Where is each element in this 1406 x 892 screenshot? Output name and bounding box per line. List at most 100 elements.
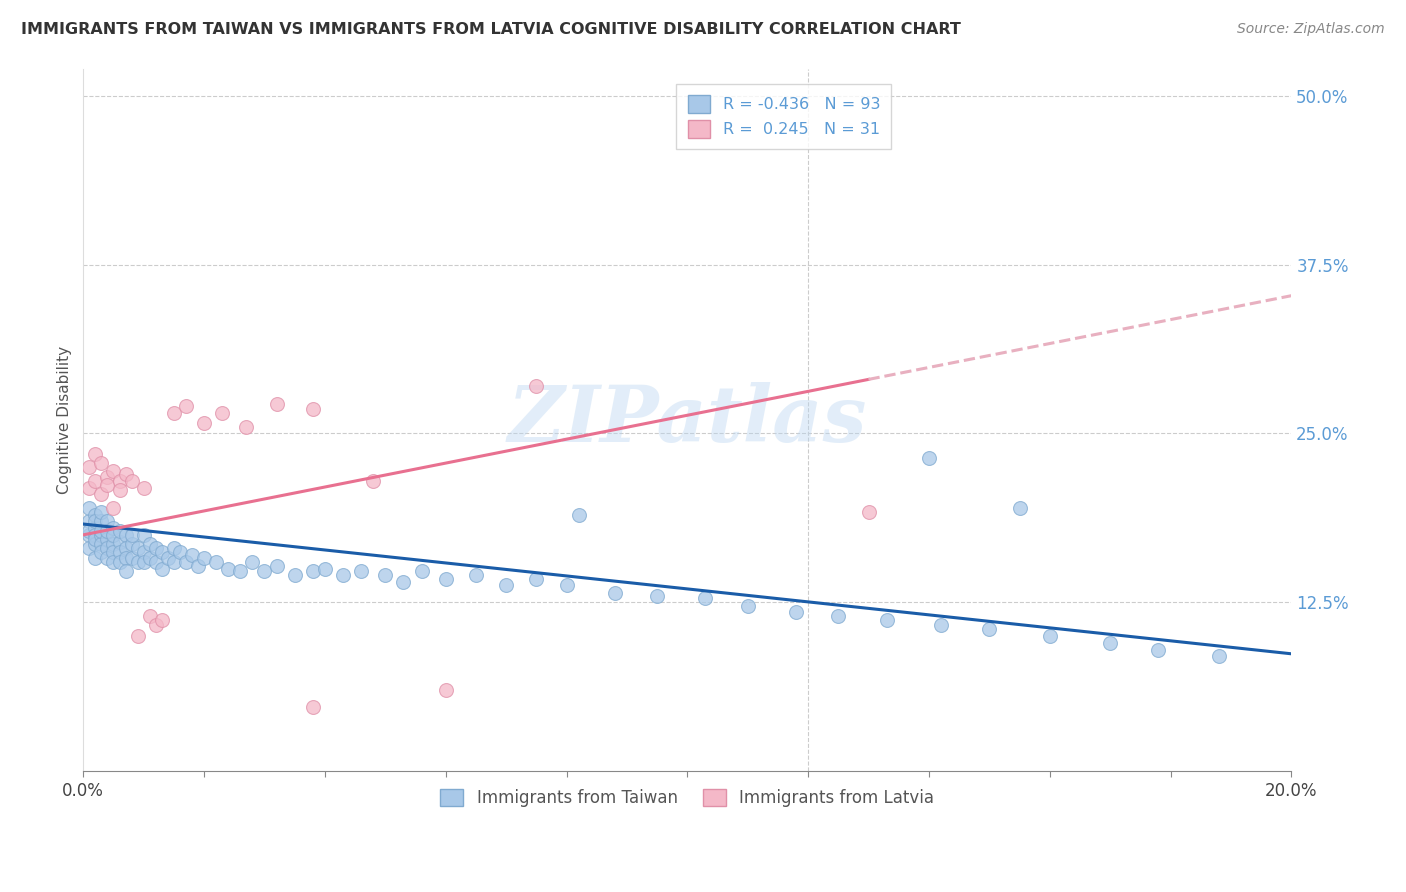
Point <box>90 537 112 551</box>
Point <box>434 573 457 587</box>
Point <box>138 609 160 624</box>
Point <box>79 528 101 542</box>
Point <box>84 474 107 488</box>
Point <box>79 514 101 528</box>
Point <box>1208 649 1230 664</box>
Point <box>84 447 107 461</box>
Point <box>205 555 228 569</box>
Point <box>645 589 668 603</box>
Point <box>1099 636 1122 650</box>
Point <box>103 521 125 535</box>
Point <box>150 545 173 559</box>
Point <box>242 555 264 569</box>
Point <box>108 545 131 559</box>
Point <box>96 469 118 483</box>
Point <box>929 618 952 632</box>
Point <box>434 683 457 698</box>
Point <box>96 514 118 528</box>
Point <box>103 555 125 569</box>
Point <box>524 573 547 587</box>
Point <box>121 528 143 542</box>
Text: IMMIGRANTS FROM TAIWAN VS IMMIGRANTS FROM LATVIA COGNITIVE DISABILITY CORRELATIO: IMMIGRANTS FROM TAIWAN VS IMMIGRANTS FRO… <box>21 22 960 37</box>
Point <box>145 618 167 632</box>
Point <box>163 406 186 420</box>
Point <box>145 555 167 569</box>
Point <box>301 402 323 417</box>
Point <box>138 537 160 551</box>
Point <box>495 578 517 592</box>
Point <box>350 565 373 579</box>
Point <box>603 586 626 600</box>
Point <box>84 508 107 522</box>
Point <box>114 541 136 556</box>
Point <box>96 524 118 538</box>
Point <box>90 456 112 470</box>
Point <box>266 397 288 411</box>
Point <box>114 550 136 565</box>
Legend: Immigrants from Taiwan, Immigrants from Latvia: Immigrants from Taiwan, Immigrants from … <box>432 780 943 816</box>
Point <box>90 514 112 528</box>
Point <box>695 591 717 606</box>
Point <box>108 524 131 538</box>
Point <box>827 609 849 624</box>
Point <box>150 561 173 575</box>
Point <box>785 605 807 619</box>
Point <box>108 534 131 549</box>
Point <box>96 532 118 546</box>
Point <box>314 561 336 575</box>
Point <box>103 464 125 478</box>
Point <box>121 474 143 488</box>
Point <box>90 524 112 538</box>
Point <box>132 528 155 542</box>
Point <box>132 545 155 559</box>
Point <box>374 568 396 582</box>
Point <box>284 568 307 582</box>
Point <box>217 561 239 575</box>
Point <box>114 467 136 481</box>
Point <box>127 629 149 643</box>
Point <box>132 481 155 495</box>
Point <box>84 537 107 551</box>
Point <box>392 575 415 590</box>
Point <box>103 500 125 515</box>
Point <box>90 487 112 501</box>
Point <box>181 548 204 562</box>
Point <box>79 500 101 515</box>
Point <box>737 599 759 614</box>
Point <box>114 565 136 579</box>
Point <box>301 699 323 714</box>
Point <box>858 505 880 519</box>
Point <box>96 550 118 565</box>
Point <box>84 532 107 546</box>
Point <box>108 555 131 569</box>
Point <box>108 483 131 498</box>
Point <box>96 541 118 556</box>
Text: ZIPatlas: ZIPatlas <box>508 382 868 458</box>
Point <box>193 550 215 565</box>
Point <box>876 613 898 627</box>
Point <box>169 545 191 559</box>
Point <box>524 379 547 393</box>
Point <box>138 550 160 565</box>
Point <box>103 537 125 551</box>
Point <box>1008 500 1031 515</box>
Point <box>90 505 112 519</box>
Point <box>84 550 107 565</box>
Point <box>121 550 143 565</box>
Point <box>174 555 197 569</box>
Point <box>96 478 118 492</box>
Point <box>114 528 136 542</box>
Point <box>108 474 131 488</box>
Point <box>79 460 101 475</box>
Point <box>174 400 197 414</box>
Point <box>266 558 288 573</box>
Point <box>90 545 112 559</box>
Point <box>103 545 125 559</box>
Point <box>211 406 233 420</box>
Point <box>121 537 143 551</box>
Point <box>90 528 112 542</box>
Point <box>79 524 101 538</box>
Point <box>103 528 125 542</box>
Point <box>918 450 941 465</box>
Point <box>1147 642 1170 657</box>
